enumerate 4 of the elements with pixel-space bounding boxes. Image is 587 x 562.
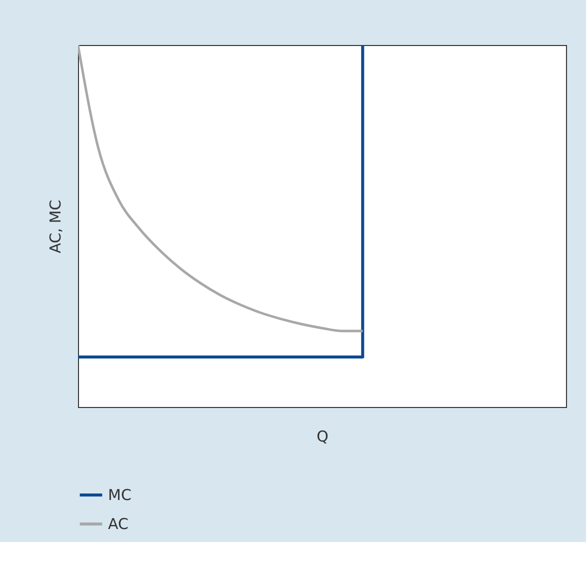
x-axis-title: Q	[316, 428, 328, 446]
legend-label: AC	[108, 515, 128, 533]
y-axis-title: AC, MC	[46, 200, 64, 254]
legend-label: MC	[108, 486, 132, 504]
